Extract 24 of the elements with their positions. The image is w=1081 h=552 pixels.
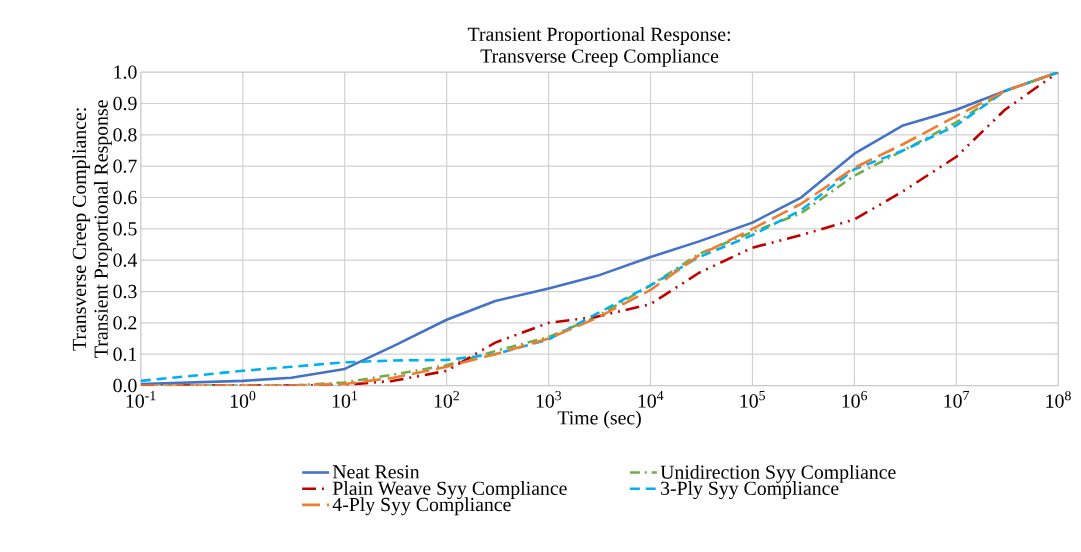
x-tick-label: 10$^{1}$	[332, 391, 357, 408]
x-tick-label: 10$^{4}$	[638, 391, 664, 408]
y-tick-label: 0.3	[113, 285, 137, 299]
y-tick-label: 0.5	[113, 222, 137, 236]
x-axis-title: Time (sec)	[557, 410, 641, 429]
chart-title: Transient Proportional Response: Transverse Creep Compliance	[467, 27, 730, 67]
y-tick-label: 0.0	[113, 379, 137, 393]
y-tick-label: 0.7	[113, 159, 137, 174]
y-tick-label: 0.4	[113, 253, 138, 268]
y-tick-label: 0.8	[113, 128, 137, 142]
y-tick-label: 0.2	[113, 316, 137, 330]
x-tick-label: 10$^{6}$	[842, 391, 868, 408]
x-tick-label: 10$^{5}$	[740, 391, 766, 408]
x-tick-label: 10$^{7}$	[944, 391, 970, 408]
y-tick-label: 1.0	[114, 65, 137, 80]
y-tick-label: 0.6	[113, 190, 137, 205]
y-axis-title: Transverse Creep Compliance: Transient Proportional Response	[72, 100, 112, 358]
y-tick-label: 0.1	[113, 347, 137, 362]
x-tick-label: 10$^{2}$	[434, 391, 459, 408]
x-tick-label: 10$^{3}$	[536, 391, 562, 408]
y-tick-label: 0.9	[113, 96, 137, 111]
x-tick-label: 10$^{8}$	[1046, 391, 1071, 408]
legend-label: Neat Resin	[332, 465, 420, 479]
x-tick-label: 10$^{0}$	[230, 391, 256, 408]
